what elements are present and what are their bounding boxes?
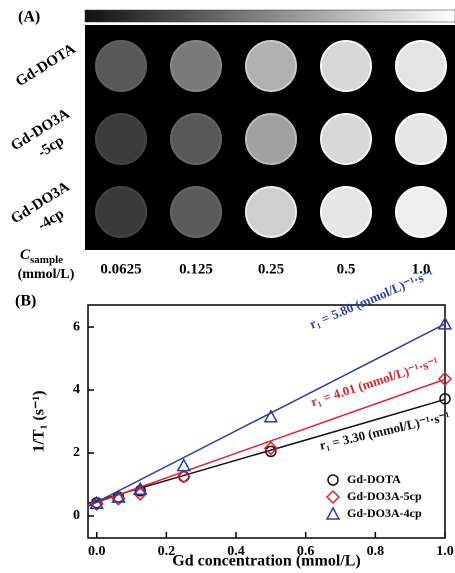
phantom bbox=[246, 114, 296, 164]
phantom bbox=[321, 187, 371, 237]
y-tick-label: 4 bbox=[73, 382, 80, 397]
marker bbox=[327, 508, 339, 519]
phantom bbox=[396, 187, 446, 237]
legend-label: Gd-DO3A-5cp bbox=[347, 489, 422, 503]
phantom bbox=[321, 41, 371, 91]
phantom bbox=[171, 114, 221, 164]
phantom bbox=[396, 41, 446, 91]
y-tick-label: 0 bbox=[73, 508, 80, 523]
concentration: 0.125 bbox=[179, 261, 213, 277]
concentration: 0.25 bbox=[258, 261, 284, 277]
x-axis-label: Gd concentration (mmol/L) bbox=[172, 553, 360, 570]
y-axis-label: 1/T₁ (s⁻¹) bbox=[31, 390, 48, 452]
x-tick-label: 1.0 bbox=[436, 544, 454, 559]
y-tick-label: 2 bbox=[73, 445, 80, 460]
phantom bbox=[246, 41, 296, 91]
marker bbox=[178, 460, 190, 471]
phantom bbox=[96, 187, 146, 237]
marker bbox=[327, 491, 339, 503]
x-tick-label: 0.8 bbox=[367, 544, 385, 559]
annotation: r₁ = 4.01 (mmol/L)⁻¹·s⁻¹ bbox=[309, 354, 440, 409]
phantom bbox=[171, 41, 221, 91]
concentration: 0.0625 bbox=[100, 261, 141, 277]
phantom bbox=[96, 114, 146, 164]
figure: (A) (B) Gd-DOTA Gd-DO3A-5cp Gd-DO3A-4cp Csa… bbox=[0, 0, 455, 573]
row-label: Gd-DO3A-5cp bbox=[8, 106, 83, 172]
panel-label: (A) bbox=[18, 9, 40, 26]
legend-label: Gd-DO3A-4cp bbox=[347, 506, 422, 520]
color-bar bbox=[85, 10, 455, 22]
marker bbox=[328, 475, 338, 485]
phantom bbox=[96, 41, 146, 91]
unit: (mmol/L) bbox=[18, 267, 75, 282]
subscript: sample bbox=[30, 254, 63, 266]
panel-label: (B) bbox=[15, 293, 36, 310]
phantom bbox=[396, 114, 446, 164]
phantom bbox=[321, 114, 371, 164]
row-label: Gd-DOTA bbox=[13, 41, 79, 90]
row-label-line: Gd-DOTA bbox=[13, 41, 79, 90]
y-tick-label: 6 bbox=[73, 319, 80, 334]
annotation: r₁ = 5.80 (mmol/L)⁻¹·s⁻¹ bbox=[307, 266, 436, 332]
concentration: 0.5 bbox=[337, 261, 356, 277]
legend-label: Gd-DOTA bbox=[347, 472, 401, 486]
phantom bbox=[246, 187, 296, 237]
row-label: Gd-DO3A-4cp bbox=[8, 179, 83, 245]
concentration-label: Csample bbox=[20, 247, 63, 265]
x-tick-label: 0.0 bbox=[88, 544, 106, 559]
phantom bbox=[171, 187, 221, 237]
